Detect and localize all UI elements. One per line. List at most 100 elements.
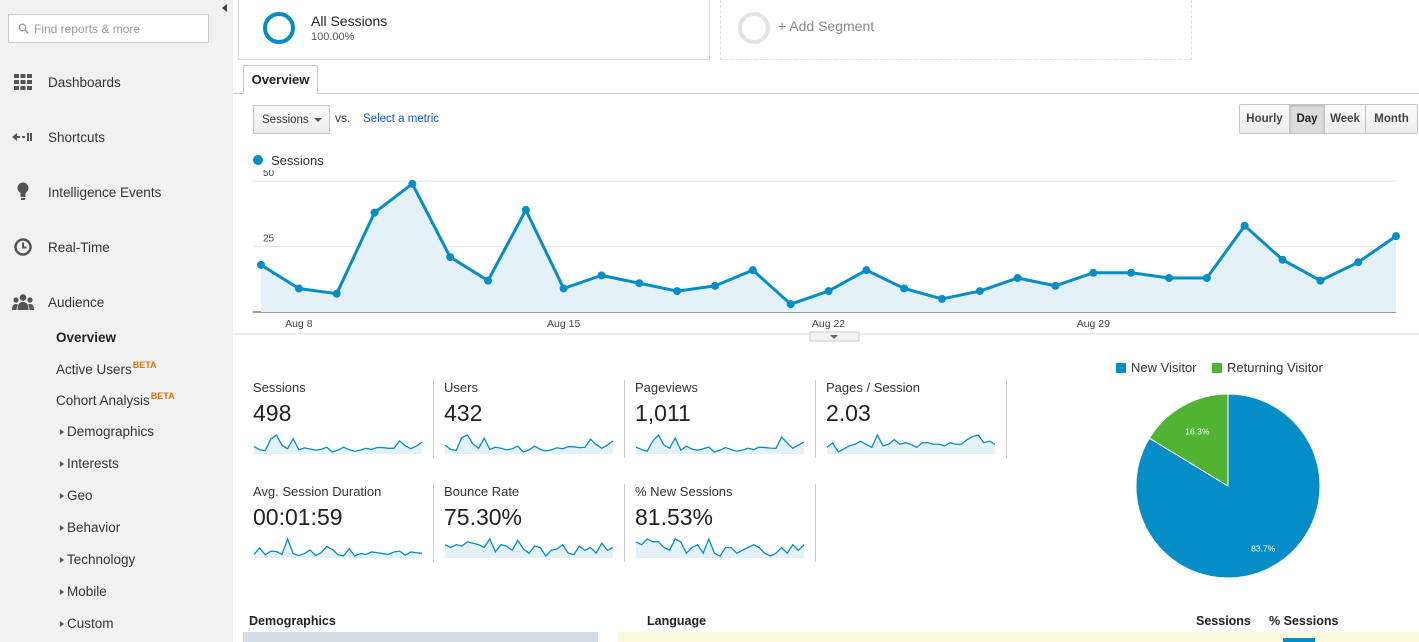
scorecard-label: Pageviews (635, 380, 698, 395)
clock-icon (12, 236, 34, 258)
scorecard-users[interactable]: Users 432 (444, 380, 624, 462)
legend-new-visitor[interactable]: New Visitor (1116, 360, 1197, 375)
nav-dashboards[interactable]: Dashboards (0, 67, 233, 97)
tab-overview[interactable]: Overview (243, 65, 318, 94)
sidebar-item-custom[interactable]: Custom (67, 616, 114, 631)
nav-real-time[interactable]: Real-Time (0, 232, 233, 262)
x-tick-label: Aug 29 (1077, 318, 1110, 330)
hourly-button[interactable]: Hourly (1240, 105, 1290, 133)
scorecard-pageviews[interactable]: Pageviews 1,011 (635, 380, 815, 462)
sidebar-item-behavior[interactable]: Behavior (67, 520, 121, 535)
pie-slice-label: 16.3% (1185, 426, 1210, 436)
segment-ring-icon (263, 12, 295, 44)
data-point (748, 266, 757, 275)
sparkline-line (253, 434, 423, 453)
sidebar-item-geo[interactable]: Geo (67, 488, 93, 503)
nav-realtime-label: Real-Time (48, 239, 110, 255)
scorecard-value: 81.53% (635, 504, 714, 530)
nav-intelligence-events[interactable]: Intelligence Events (0, 177, 233, 207)
sessions-line-chart: 25 50 Aug 8 Aug 15 Aug 22 Aug 29 (233, 170, 1419, 342)
x-tick-label: Aug 15 (547, 318, 580, 330)
expand-triangle-icon (60, 461, 64, 467)
chevron-left-icon (222, 4, 227, 12)
people-icon (12, 291, 34, 313)
data-point (1089, 268, 1098, 277)
grid-icon (12, 71, 34, 93)
sparkline (826, 433, 996, 454)
month-button[interactable]: Month (1366, 105, 1417, 133)
lightbulb-icon (12, 181, 34, 203)
data-point (332, 289, 341, 298)
demographics-row-highlight (243, 632, 598, 642)
search-placeholder: Find reports & more (34, 21, 141, 36)
sparkline (444, 434, 614, 454)
divider (815, 380, 816, 458)
sidebar-item-cohort-analysis[interactable]: Cohort AnalysisBETA (56, 391, 175, 408)
data-point (635, 279, 644, 288)
scorecard-label: Bounce Rate (444, 484, 520, 499)
week-button[interactable]: Week (1325, 105, 1366, 133)
scorecard-new-sessions[interactable]: % New Sessions 81.53% (635, 484, 815, 566)
nav-audience-label: Audience (48, 294, 105, 310)
legend-swatch (1212, 362, 1222, 373)
divider (624, 380, 625, 458)
sparkline (253, 537, 423, 558)
sidebar-item-mobile[interactable]: Mobile (67, 584, 107, 599)
metric-dropdown[interactable]: Sessions (253, 105, 330, 134)
nav-shortcuts[interactable]: Shortcuts (0, 122, 233, 152)
vs-label: vs. (335, 111, 351, 125)
data-point (521, 206, 530, 214)
data-point (408, 179, 417, 188)
granularity-toggle: Hourly Day Week Month (1239, 104, 1418, 134)
scorecard-pages-per-session[interactable]: Pages / Session 2.03 (826, 380, 1006, 462)
data-point (1127, 268, 1136, 277)
segment-all-sessions[interactable]: All Sessions 100.00% (238, 0, 710, 60)
sparkline-line (826, 433, 996, 453)
data-point (711, 281, 719, 290)
sidebar-item-overview[interactable]: Overview (56, 330, 117, 345)
data-point (484, 276, 492, 285)
sessions-column-header[interactable]: Sessions (1196, 614, 1251, 628)
data-point (938, 294, 946, 303)
collapse-sidebar-button[interactable] (217, 0, 233, 16)
pie-slice-returning-visitor (1148, 393, 1229, 487)
scorecard-value: 75.30% (444, 504, 523, 530)
segment-ring-empty-icon (738, 12, 770, 44)
tab-divider (233, 93, 1419, 94)
sidebar-item-interests[interactable]: Interests (67, 456, 119, 471)
data-point (862, 266, 871, 275)
scorecard-bounce-rate[interactable]: Bounce Rate 75.30% (444, 484, 624, 566)
nav-intelligence-label: Intelligence Events (48, 184, 162, 200)
data-point (1202, 274, 1211, 282)
legend-label: Returning Visitor (1227, 360, 1323, 375)
sparkline (635, 537, 805, 558)
scorecard-sessions[interactable]: Sessions 498 (253, 380, 433, 462)
percent-bar (1283, 638, 1315, 642)
sparkline-fill (254, 435, 422, 454)
pct-sessions-column-header[interactable]: % Sessions (1269, 614, 1339, 628)
demographics-heading: Demographics (249, 614, 336, 628)
legend-sessions-label: Sessions (271, 153, 324, 168)
select-metric-link[interactable]: Select a metric (363, 113, 440, 125)
data-point (1165, 274, 1173, 282)
day-button[interactable]: Day (1290, 105, 1325, 133)
scorecard-label: Avg. Session Duration (253, 484, 382, 499)
data-point (1278, 255, 1287, 264)
scorecard-value: 2.03 (826, 400, 871, 426)
pie-slice-label: 83.7% (1251, 544, 1276, 554)
scorecard-value: 1,011 (635, 400, 691, 426)
data-point (975, 287, 984, 296)
shortcut-arrow-icon (12, 126, 34, 148)
scorecard-avg-session-duration[interactable]: Avg. Session Duration 00:01:59 (253, 484, 433, 566)
legend-returning-visitor[interactable]: Returning Visitor (1212, 360, 1323, 375)
sidebar-item-active-users[interactable]: Active UsersBETA (56, 360, 157, 377)
add-segment-button[interactable]: + Add Segment (720, 0, 1192, 60)
cohort-label: Cohort Analysis (56, 393, 150, 408)
search-input[interactable]: Find reports & more (8, 14, 209, 43)
sidebar-item-demographics[interactable]: Demographics (67, 424, 155, 439)
scorecard-value: 498 (253, 400, 292, 426)
sparkline (253, 434, 423, 454)
data-point (1051, 281, 1060, 290)
sidebar-item-technology[interactable]: Technology (67, 552, 136, 567)
nav-audience[interactable]: Audience (0, 287, 233, 317)
